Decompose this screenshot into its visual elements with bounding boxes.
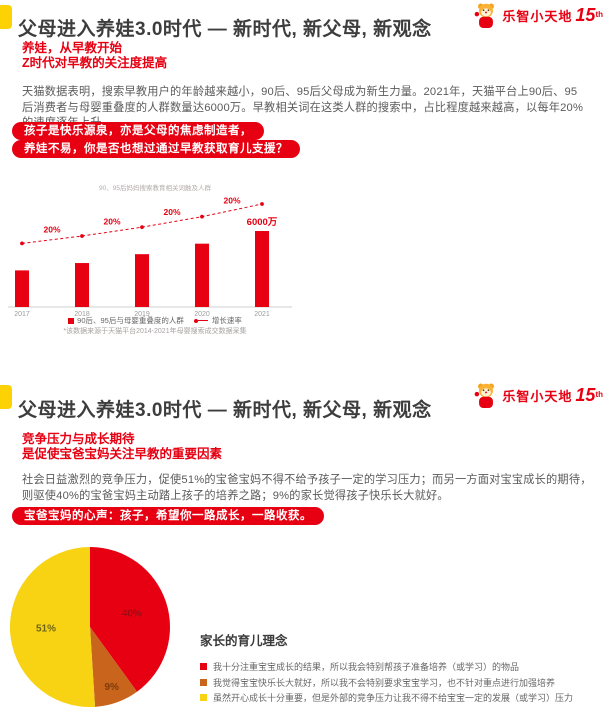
brand-name: 乐智小天地: [502, 8, 573, 24]
pie-legend-title: 家长的育儿理念: [200, 634, 288, 648]
legend-label: 我十分注重宝宝成长的结果，所以我会特别帮孩子准备培养（或学习）的物品: [213, 662, 520, 672]
legend-swatch-icon: [200, 663, 207, 670]
legend-label: 我觉得宝宝快乐长大就好，所以我不会特别要求宝宝学习，也不针对重点进行加强培养: [213, 677, 556, 688]
svg-text:20%: 20%: [103, 217, 120, 227]
svg-text:2019: 2019: [134, 311, 150, 318]
svg-text:40%: 40%: [122, 608, 142, 619]
legend-swatch-icon: [200, 694, 207, 701]
callout-pill-2: 养娃不易，你是否也想过通过早教获取育儿支援？: [12, 140, 300, 158]
svg-text:2018: 2018: [74, 311, 90, 318]
svg-text:9%: 9%: [104, 682, 119, 693]
anniversary-badge: 15th: [575, 5, 603, 25]
header-accent-tab: [0, 5, 12, 29]
svg-text:51%: 51%: [36, 623, 56, 634]
legend-bar-series: 90后、95后与母婴重叠度的人群: [68, 315, 184, 326]
brand-logo: 乐智小天地 15th: [473, 381, 603, 409]
svg-text:20%: 20%: [163, 207, 180, 217]
pie-chart: 40% 9% 51%: [10, 547, 180, 710]
bar-chart-legend: 90后、95后与母婴重叠度的人群 增长速率: [10, 315, 300, 326]
legend-swatch-icon: [200, 678, 207, 686]
line-swatch-icon: [193, 318, 208, 323]
body-paragraph: 社会日益激烈的竞争压力，促使51%的宝爸宝妈不得不给予孩子一定的学习压力；而另一…: [22, 474, 592, 502]
pie-legend-items: 我十分注重宝宝成长的结果，所以我会特别帮孩子准备培养（或学习）的物品我觉得宝宝快…: [200, 661, 600, 705]
page-title: 父母进入养娃3.0时代 — 新时代, 新父母, 新观念: [18, 18, 432, 40]
callout-pill-1: 孩子是快乐源泉，亦是父母的焦虑制造者，: [12, 122, 264, 140]
svg-text:2021: 2021: [254, 311, 270, 318]
legend-label: 虽然开心成长十分重要，但是外部的竞争压力让我不得不给宝宝一定的发展（或学习）压力: [213, 693, 574, 703]
subtitle-line-2: Z时代对早教的关注度提高: [22, 56, 168, 70]
bar-swatch-icon: [68, 317, 75, 324]
svg-text:2017: 2017: [14, 311, 30, 318]
svg-text:20%: 20%: [43, 225, 60, 235]
mascot-tiger-icon: [473, 381, 499, 409]
page-title: 父母进入养娃3.0时代 — 新时代, 新父母, 新观念: [18, 399, 432, 421]
section-subtitle: 养娃，从早教开始 Z时代对早教的关注度提高: [22, 41, 167, 71]
brand-logo: 乐智小天地 15th: [473, 1, 603, 29]
subtitle-line-1: 养娃，从早教开始: [22, 41, 123, 55]
slide-2: 父母进入养娃3.0时代 — 新时代, 新父母, 新观念 乐智小天地 15th 竞…: [0, 380, 606, 710]
bar-chart: 2017 2018 2019 2020 2021 20% 20% 20% 20% 6000万: [0, 190, 306, 322]
subtitle-line-2: 是促使宝爸宝妈关注早教的重要因素: [22, 447, 223, 461]
pie-legend-item: 我觉得宝宝快乐长大就好，所以我不会特别要求宝宝学习，也不针对重点进行加强培养: [200, 677, 600, 690]
pie-legend: 家长的育儿理念 我十分注重宝宝成长的结果，所以我会特别帮孩子准备培养（或学习）的…: [200, 630, 600, 708]
bar-chart-title: 90、95后妈妈搜索教育相关词触及人群: [99, 185, 211, 192]
chart-footnote: *该数据来源于天猫平台2014-2021年母婴搜索成交数据采集: [63, 328, 247, 335]
pie-legend-item: 虽然开心成长十分重要，但是外部的竞争压力让我不得不给宝宝一定的发展（或学习）压力: [200, 692, 600, 705]
anniversary-badge: 15th: [575, 385, 603, 405]
mascot-tiger-icon: [473, 1, 499, 29]
legend-line-series: 增长速率: [193, 315, 242, 326]
header-accent-tab: [0, 385, 12, 409]
svg-text:2020: 2020: [194, 311, 210, 318]
subtitle-line-1: 竞争压力与成长期待: [22, 432, 135, 446]
svg-text:20%: 20%: [223, 195, 240, 205]
brand-name: 乐智小天地: [502, 388, 573, 404]
svg-text:6000万: 6000万: [247, 217, 278, 228]
callout-pill: 宝爸宝妈的心声：孩子，希望你一路成长，一路收获。: [12, 507, 324, 525]
section-subtitle: 竞争压力与成长期待 是促使宝爸宝妈关注早教的重要因素: [22, 432, 222, 462]
slide-1: 父母进入养娃3.0时代 — 新时代, 新父母, 新观念 乐智小天地 15th 养…: [0, 0, 606, 345]
pie-legend-item: 我十分注重宝宝成长的结果，所以我会特别帮孩子准备培养（或学习）的物品: [200, 661, 600, 674]
